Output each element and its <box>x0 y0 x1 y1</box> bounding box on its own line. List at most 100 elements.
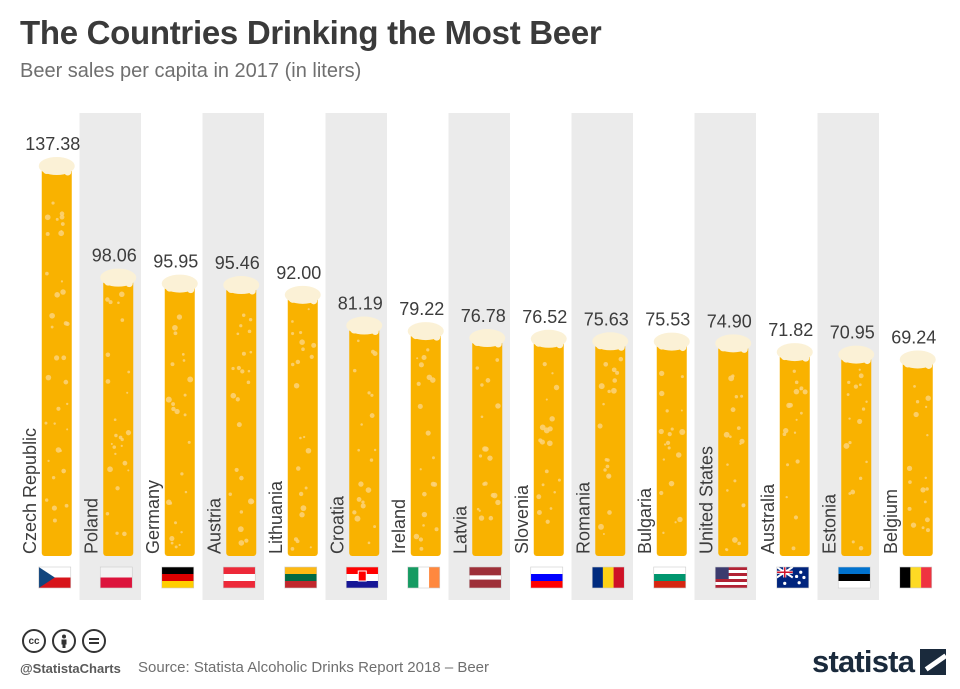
beer-bubble <box>360 423 363 426</box>
value-label: 69.24 <box>891 327 936 347</box>
beer-bubble <box>54 355 60 361</box>
beer-bubble <box>61 355 67 361</box>
flag-belgium-icon <box>899 566 933 589</box>
beer-foam <box>592 332 629 351</box>
beer-bubble <box>240 369 245 374</box>
beer-bubble <box>352 368 357 373</box>
beer-bubble <box>357 448 360 452</box>
beer-bubble <box>52 518 57 523</box>
flag-australia-icon <box>776 566 810 589</box>
beer-bubble <box>60 230 63 233</box>
beer-bubble <box>126 391 129 394</box>
beer-bubble <box>113 418 117 422</box>
beer-bar <box>779 352 810 556</box>
beer-bubble <box>549 507 553 510</box>
beer-bubble <box>120 444 123 448</box>
attribution-icon <box>52 629 76 653</box>
beer-bubble <box>848 492 852 495</box>
beer-bubble <box>603 361 609 367</box>
beer-bubble <box>794 380 799 385</box>
beer-bubble <box>418 537 424 542</box>
beer-bubble <box>373 448 377 452</box>
category-label: Slovenia <box>512 484 532 554</box>
flag-ireland-icon <box>407 566 441 589</box>
cc-icon: cc <box>22 629 46 653</box>
value-label: 92.00 <box>276 263 321 283</box>
beer-bubble <box>419 468 422 471</box>
beer-bubble <box>352 510 357 515</box>
beer-bubble <box>925 405 928 409</box>
beer-bubble <box>791 546 796 551</box>
beer-bubble <box>105 297 110 302</box>
value-label: 75.63 <box>584 309 629 329</box>
beer-foam <box>838 345 875 365</box>
beer-bubble <box>64 503 69 508</box>
beer-bubble <box>799 411 803 415</box>
beer-bubble <box>187 440 191 444</box>
flag-poland-icon <box>99 566 133 589</box>
beer-bubble <box>105 379 111 384</box>
beer-bubble <box>55 217 59 221</box>
beer-bubble <box>239 324 243 328</box>
beer-bubble <box>795 459 800 464</box>
beer-bubble <box>183 393 187 397</box>
beer-bubble <box>799 386 804 391</box>
flag-germany-icon <box>161 566 195 589</box>
beer-bubble <box>926 433 929 437</box>
bar-group: 81.19 Croatia <box>328 294 383 589</box>
bar-group: 69.24 Belgium <box>881 327 936 589</box>
bar-group: 70.95 Estonia <box>820 323 875 589</box>
beer-bubble <box>54 292 60 298</box>
beer-bubble <box>551 372 554 375</box>
beer-bubble <box>293 537 299 542</box>
beer-bubble <box>421 511 428 518</box>
bar-group: 75.63 Romania <box>574 309 629 589</box>
beer-bubble <box>181 352 185 356</box>
beer-bubble <box>915 400 920 404</box>
beer-bubble <box>848 440 852 445</box>
beer-bubble <box>309 546 312 549</box>
chart-subtitle: Beer sales per capita in 2017 (in liters… <box>20 60 362 82</box>
beer-bubble <box>788 402 793 408</box>
beer-bubble <box>793 431 797 434</box>
value-label: 76.78 <box>461 306 506 326</box>
beer-bubble <box>478 454 483 458</box>
beer-bubble <box>247 369 251 373</box>
beer-bubble <box>920 487 926 493</box>
beer-bubble <box>783 427 789 434</box>
beer-bubble <box>913 411 919 418</box>
beer-bubble <box>180 530 183 534</box>
statista-logo[interactable]: statista <box>812 644 947 680</box>
beer-bubble <box>680 409 683 412</box>
beer-bubble <box>238 540 245 546</box>
beer-bubble <box>311 342 317 348</box>
category-label: Belgium <box>881 489 901 554</box>
beer-bubble <box>607 389 611 394</box>
beer-bubble <box>114 433 118 438</box>
beer-bar <box>287 294 318 556</box>
beer-bubble <box>105 511 110 516</box>
beer-bubble <box>865 460 868 464</box>
beer-bubble <box>843 442 850 449</box>
beer-bubble <box>475 366 479 370</box>
flag-slovenia-icon <box>530 566 564 589</box>
beer-bubble <box>674 521 677 524</box>
beer-bubble <box>739 442 742 445</box>
value-label: 95.95 <box>153 252 198 272</box>
category-label: Ireland <box>389 499 409 554</box>
beer-bubble <box>174 408 180 415</box>
beer-bubble <box>545 398 548 401</box>
beer-bubble <box>679 429 686 436</box>
beer-bubble <box>480 415 484 419</box>
beer-bubble <box>172 324 178 331</box>
beer-bubble <box>723 431 730 438</box>
beer-bar <box>41 166 72 556</box>
license-icons: cc <box>22 629 106 653</box>
no-derivatives-icon <box>82 629 106 653</box>
beer-bubble <box>127 469 130 472</box>
beer-bubble <box>235 397 240 402</box>
beer-bar <box>349 325 380 556</box>
beer-bubble <box>793 388 800 395</box>
beer-bubble <box>541 483 545 487</box>
beer-bubble <box>726 463 729 466</box>
